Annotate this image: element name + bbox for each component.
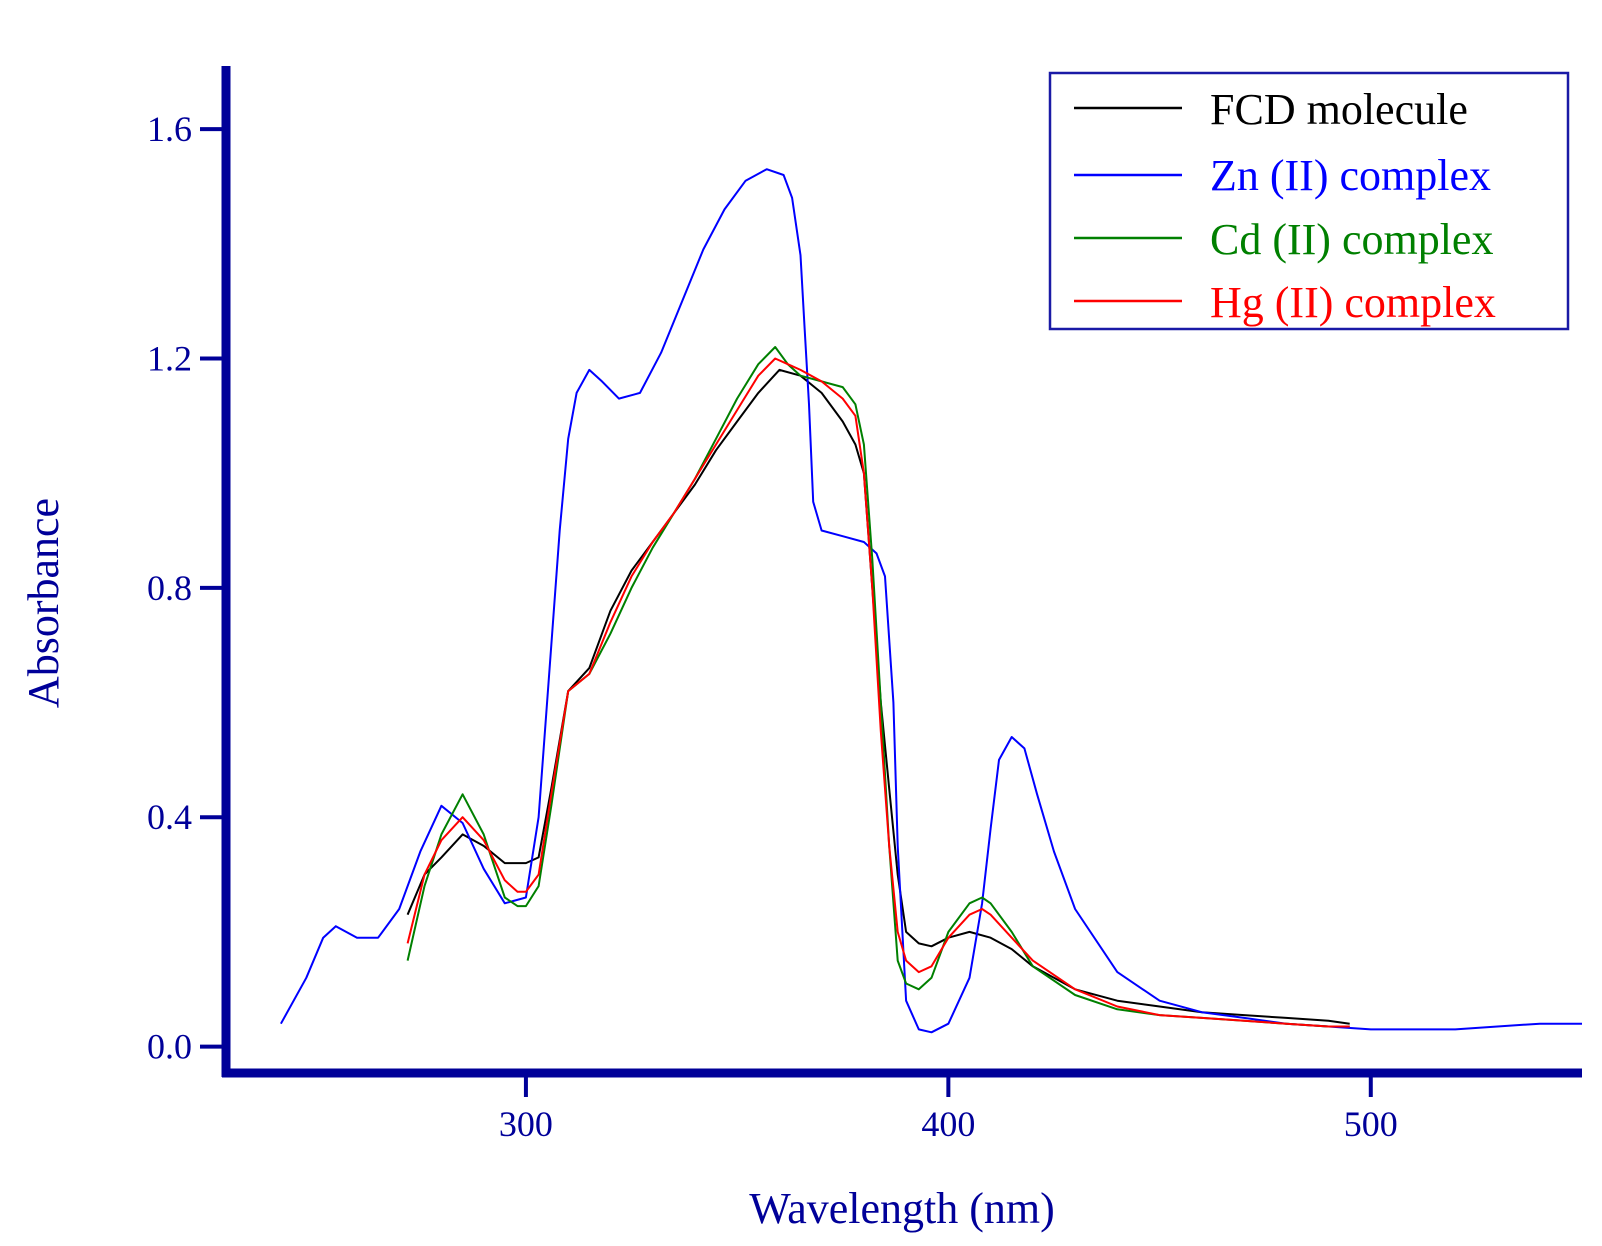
x-axis-title: Wavelength (nm): [749, 1184, 1055, 1233]
legend-label-cd-complex: Cd (II) complex: [1210, 215, 1493, 264]
x-tick-label: 300: [499, 1104, 553, 1144]
legend-label-zn-complex: Zn (II) complex: [1210, 151, 1491, 200]
series-layer: [280, 168, 1582, 1034]
y-axis-title: Absorbance: [19, 498, 68, 708]
x-tick-label: 400: [921, 1104, 975, 1144]
legend-box: [1048, 71, 1570, 331]
y-tick-label: 0.8: [147, 568, 192, 608]
legend-label-fcd-molecule: FCD molecule: [1210, 85, 1468, 134]
series-line-fcd-molecule: [406, 368, 1350, 1025]
y-tick-label: 0.0: [147, 1027, 192, 1067]
y-tick-label: 0.4: [147, 797, 192, 837]
series-line-hg-ii-complex: [406, 357, 1350, 1028]
y-tick-label: 1.6: [147, 109, 192, 149]
x-tick-label: 500: [1344, 1104, 1398, 1144]
series-line-cd-ii-complex: [406, 346, 1350, 1028]
legend: FCD molecule Zn (II) complex Cd (II) com…: [1048, 71, 1570, 331]
ticks-layer: 0.0 0.4 0.8 1.2 1.6 300 400 500: [147, 109, 1398, 1144]
series-line-zn-ii-complex: [280, 168, 1582, 1034]
y-tick-label: 1.2: [147, 338, 192, 378]
legend-label-hg-complex: Hg (II) complex: [1210, 278, 1496, 327]
